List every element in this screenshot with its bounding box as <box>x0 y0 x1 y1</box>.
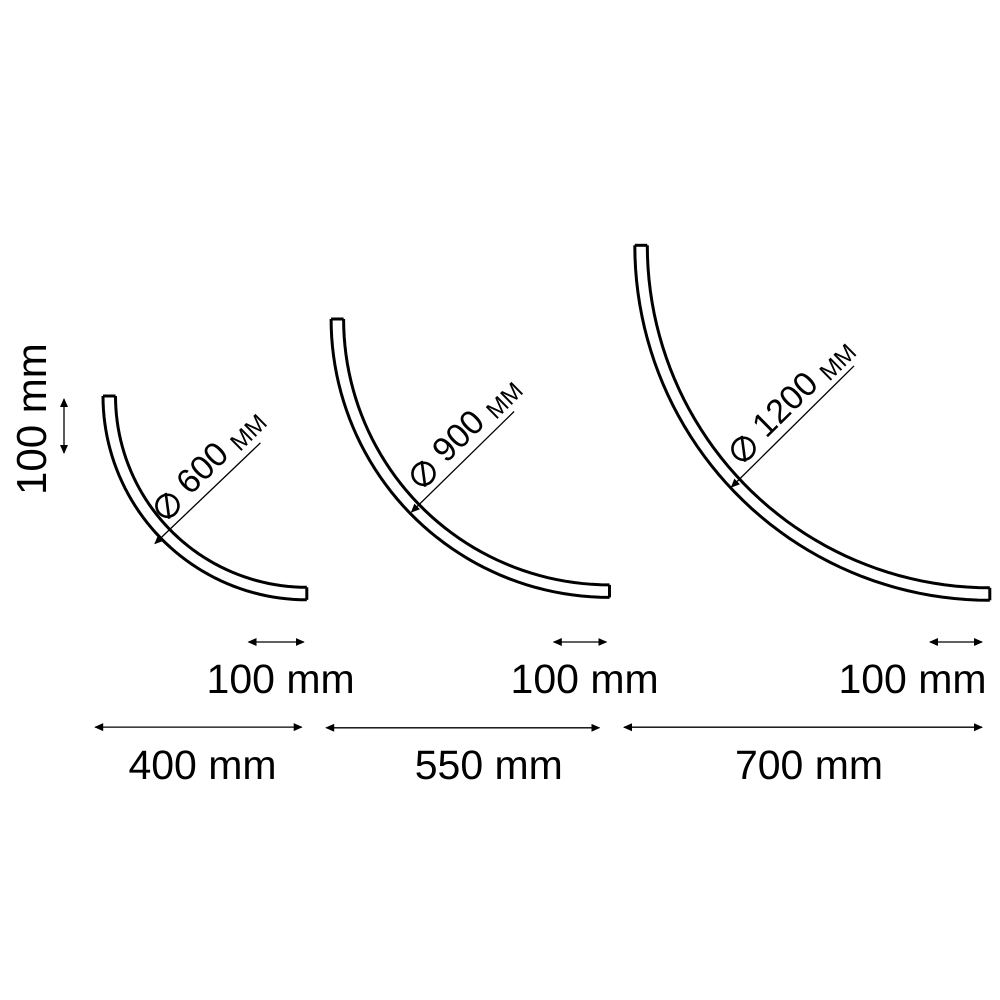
svg-text:900 MM: 900 MM <box>425 368 529 471</box>
svg-text:100 mm: 100 mm <box>838 656 986 702</box>
svg-text:1200 MM: 1200 MM <box>745 330 862 446</box>
svg-text:100 mm: 100 mm <box>8 343 55 495</box>
svg-text:600 MM: 600 MM <box>169 400 273 503</box>
svg-text:100 mm: 100 mm <box>207 656 355 702</box>
svg-text:100 mm: 100 mm <box>511 656 659 702</box>
svg-text:400 mm: 400 mm <box>128 742 276 788</box>
svg-text:700 mm: 700 mm <box>735 742 883 788</box>
svg-text:550 mm: 550 mm <box>415 742 563 788</box>
